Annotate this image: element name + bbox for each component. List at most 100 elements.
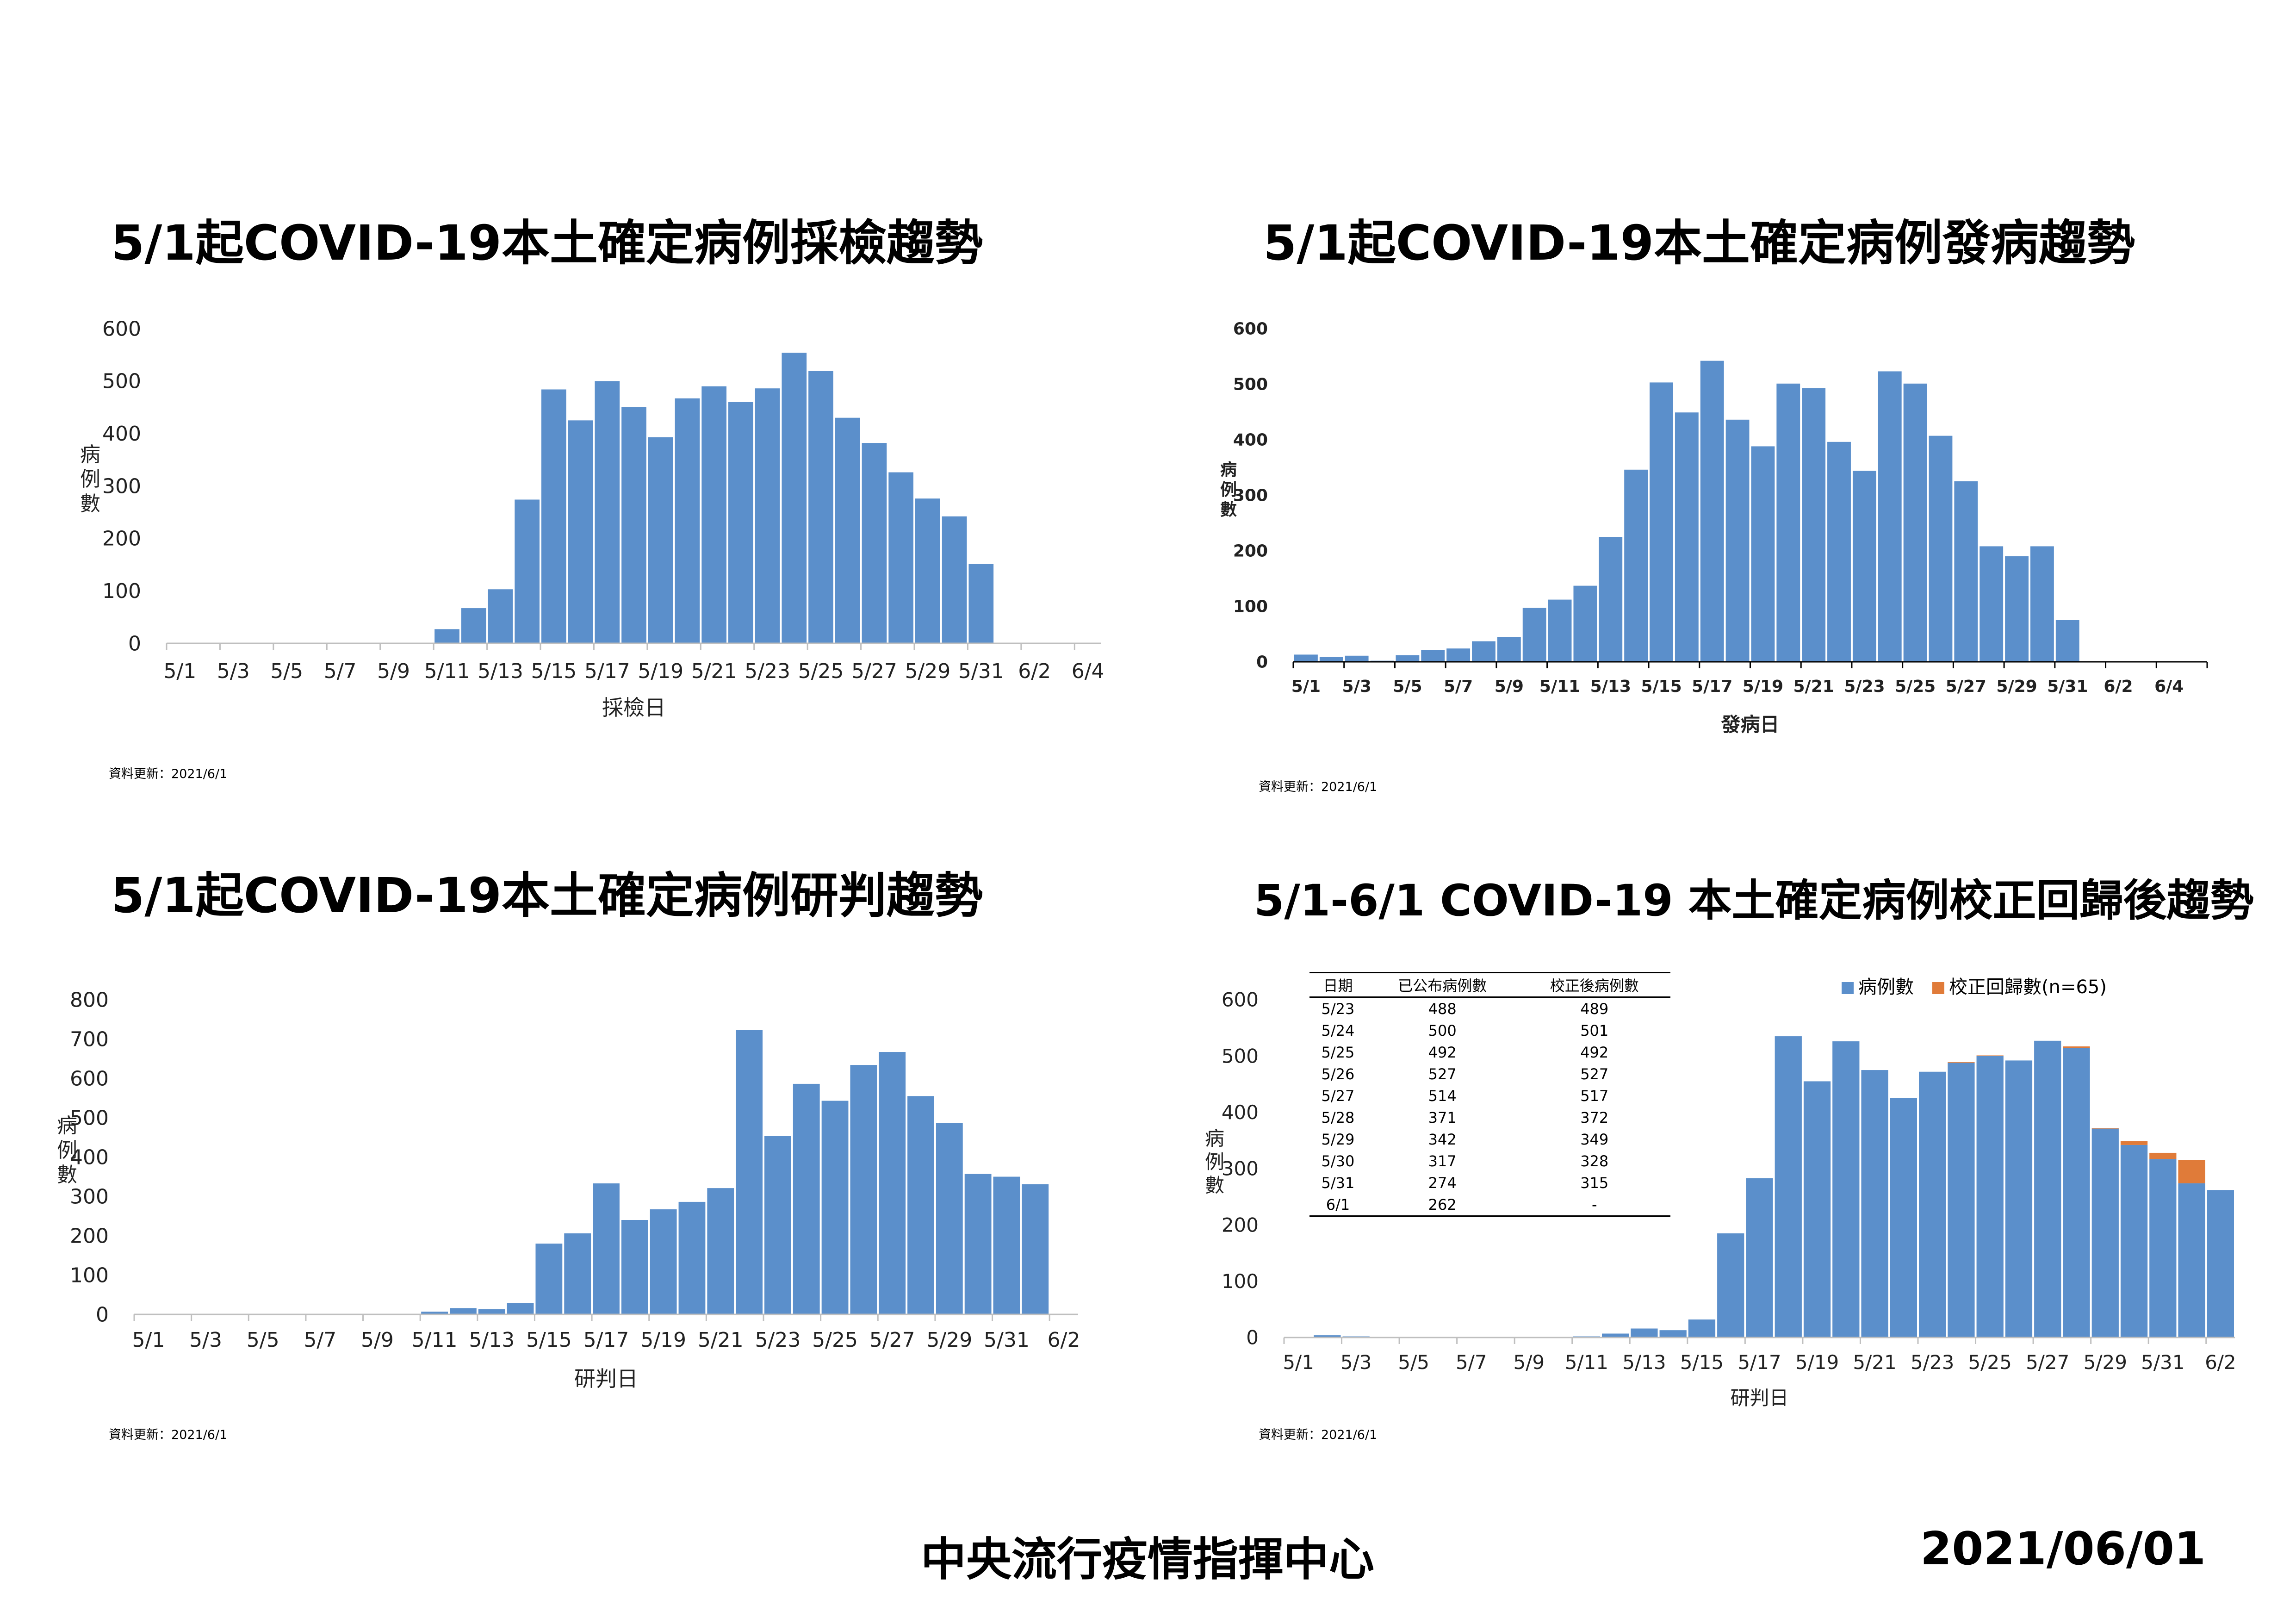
x-tick-label: 5/31 <box>2047 677 2088 696</box>
correction-bar <box>2149 1152 2177 1159</box>
bar <box>1446 648 1471 662</box>
table-cell: 371 <box>1428 1108 1457 1126</box>
bar <box>1852 471 1876 662</box>
table-cell: 262 <box>1366 1194 1519 1217</box>
bar <box>993 1176 1020 1314</box>
chart-sampling: 0 100 200 300 400 500 600 5/1 5/3 5/5 5/7 5/9 5/11 5/… <box>65 305 1129 722</box>
table-cell: 5/31 <box>1321 1174 1355 1192</box>
bar <box>1751 446 1775 662</box>
x-tick-label: 5/5 <box>247 1328 279 1352</box>
y-tick-label: 200 <box>70 1224 109 1248</box>
bar <box>1717 1233 1744 1338</box>
bar <box>1548 599 1572 662</box>
x-tick-label: 5/9 <box>1514 1351 1545 1374</box>
bar <box>808 371 833 643</box>
x-tick-label: 5/25 <box>1895 677 1936 696</box>
y-tick-label: 700 <box>70 1027 109 1051</box>
table-cell: 372 <box>1580 1108 1609 1126</box>
bar <box>515 499 540 643</box>
y-axis-title-char: 病 <box>80 443 100 467</box>
x-tick-label: 5/15 <box>1641 677 1682 696</box>
y-tick-label: 400 <box>1233 431 1268 450</box>
chart-sampling-svg: 0 100 200 300 400 500 600 5/1 5/3 5/5 5/7 5/9 5/11 5/… <box>80 317 1105 720</box>
bar <box>1396 655 1420 662</box>
x-tick-label: 5/13 <box>1622 1351 1666 1374</box>
x-tick-label: 6/4 <box>1072 660 1105 683</box>
table-row: 5/31 274 315 <box>1309 1172 1670 1194</box>
x-tick-label: 5/23 <box>1844 677 1885 696</box>
table-cell: 5/24 <box>1321 1021 1355 1039</box>
bar <box>1976 1056 2004 1338</box>
y-tick-label: 600 <box>1222 989 1259 1011</box>
bar <box>736 1030 763 1314</box>
table-row: 5/26 527 527 <box>1309 1063 1670 1085</box>
bar <box>2149 1159 2177 1338</box>
bar <box>678 1201 706 1314</box>
table-cell: 492 <box>1428 1043 1457 1061</box>
bar <box>1022 1184 1049 1314</box>
x-tick-label: 5/17 <box>583 1328 629 1352</box>
y-axis-title-char: 例 <box>57 1139 77 1162</box>
x-axis-title: 採檢日 <box>602 695 666 720</box>
y-tick-label: 100 <box>70 1263 109 1287</box>
bar <box>648 437 673 643</box>
x-tick-label: 5/27 <box>1946 677 1986 696</box>
correction-bar <box>1976 1055 2004 1056</box>
x-axis-title: 研判日 <box>1730 1387 1788 1409</box>
bar <box>1827 442 1851 662</box>
table-cell: 527 <box>1428 1065 1457 1083</box>
table-cell: 5/30 <box>1321 1152 1355 1170</box>
y-tick-label: 0 <box>128 632 141 655</box>
bar <box>564 1233 591 1314</box>
x-tick-label: 5/19 <box>638 660 683 683</box>
table-row: 5/29 342 349 <box>1309 1128 1670 1150</box>
bar <box>650 1209 677 1314</box>
chart-onset-svg: 0 100 200 300 400 500 600 5/1 5/3 5/5 5/7 5/9 5/11 5/… <box>1220 320 2208 736</box>
y-tick-label: 0 <box>96 1303 109 1326</box>
x-tick-label: 5/11 <box>424 660 470 683</box>
bar <box>507 1303 534 1314</box>
y-tick-label: 300 <box>70 1185 109 1208</box>
x-tick-label: 5/21 <box>1793 677 1834 696</box>
y-tick-label: 100 <box>1233 597 1268 616</box>
bar <box>1602 1333 1629 1338</box>
table-cell: 5/27 <box>1321 1087 1355 1105</box>
legend-label-cases: 病例數 <box>1858 977 1914 998</box>
x-tick-label: 5/5 <box>1393 677 1422 696</box>
x-tick-label: 6/2 <box>2205 1351 2236 1374</box>
y-tick-label: 200 <box>102 527 141 551</box>
bar <box>1522 608 1546 662</box>
x-tick-label: 5/31 <box>958 660 1004 683</box>
x-tick-label: 5/9 <box>1495 677 1524 696</box>
table-cell: 349 <box>1580 1130 1609 1148</box>
x-tick-label: 5/15 <box>526 1328 572 1352</box>
x-tick-label: 5/19 <box>1743 677 1783 696</box>
bar <box>1675 412 1699 662</box>
x-tick-label: 5/25 <box>798 660 844 683</box>
table-cell: 274 <box>1428 1174 1457 1192</box>
y-axis-title-char: 例 <box>80 467 100 491</box>
bar <box>2030 546 2054 662</box>
panel-title-onset: 5/1起COVID-19本土確定病例發病趨勢 <box>1263 215 2135 271</box>
bar <box>541 389 566 643</box>
legend-item-cases: 病例數 <box>1842 972 1914 999</box>
bar <box>1948 1063 1975 1338</box>
x-tick-label: 5/7 <box>304 1328 336 1352</box>
bar <box>728 402 753 643</box>
bar <box>1832 1041 1860 1338</box>
y-tick-label: 300 <box>1233 486 1268 505</box>
table-row: 5/23 488 489 <box>1309 997 1670 1020</box>
y-tick-label: 100 <box>1222 1270 1259 1293</box>
table-cell: 315 <box>1580 1174 1609 1192</box>
bar <box>1775 1036 1802 1338</box>
y-tick-label: 500 <box>102 370 141 393</box>
bar <box>2034 1040 2061 1338</box>
x-tick-label: 5/1 <box>132 1328 165 1352</box>
x-tick-label: 5/7 <box>1444 677 1473 696</box>
x-tick-label: 5/29 <box>1996 677 2037 696</box>
bar <box>782 353 807 643</box>
y-tick-label: 600 <box>102 317 141 341</box>
y-tick-label: 200 <box>1233 542 1268 561</box>
correction-bar <box>2063 1046 2090 1048</box>
bar <box>2063 1048 2090 1338</box>
